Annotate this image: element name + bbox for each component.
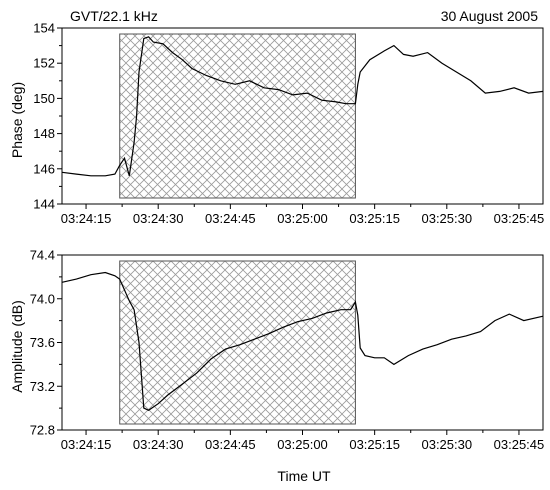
hatched-region-amplitude [119,260,356,425]
y-tick-label: 154 [33,21,55,36]
x-tick-label: 03:24:30 [133,211,184,226]
amplitude-series-line [61,271,544,411]
x-tick-label: 03:24:45 [205,437,256,452]
x-tick-label: 03:25:00 [277,437,328,452]
x-tick-label: 03:25:00 [277,211,328,226]
date-label: 30 August 2005 [441,8,539,24]
y-tick-label: 74.0 [30,291,55,306]
x-tick-label: 03:24:30 [133,437,184,452]
y-tick-label: 72.8 [30,423,55,438]
x-tick-label: 03:25:15 [349,211,400,226]
y-tick-label: 73.6 [30,335,55,350]
y-tick-label: 146 [33,161,55,176]
y-tick-label: 74.4 [30,248,55,263]
y-tick-label: 150 [33,91,55,106]
x-tick-label: 03:25:15 [349,437,400,452]
y-tick-label: 73.2 [30,379,55,394]
hatched-region-phase [119,33,356,199]
x-axis-label: Time UT [277,468,331,484]
x-tick-label: 03:25:45 [494,211,545,226]
amplitude-y-axis-label: Amplitude (dB) [9,300,25,393]
amplitude-panel: 72.8 73.2 73.6 74.0 74.4 03:24:15 03:24:30 03:… [9,248,544,453]
phase-y-axis-label: Phase (deg) [9,82,25,158]
x-tick-label: 03:24:45 [205,211,256,226]
station-label: GVT/22.1 kHz [70,8,158,24]
x-tick-label: 03:24:15 [61,437,112,452]
phase-series-line [61,36,544,177]
x-tick-label: 03:25:45 [494,437,545,452]
y-tick-label: 148 [33,126,55,141]
y-tick-label: 144 [33,197,55,212]
phase-panel: 144 146 148 150 152 154 03:24:15 03:24:30 03:24… [9,21,544,227]
x-tick-label: 03:25:30 [421,211,472,226]
x-tick-label: 03:24:15 [61,211,112,226]
x-tick-label: 03:25:30 [421,437,472,452]
y-tick-label: 152 [33,56,55,71]
